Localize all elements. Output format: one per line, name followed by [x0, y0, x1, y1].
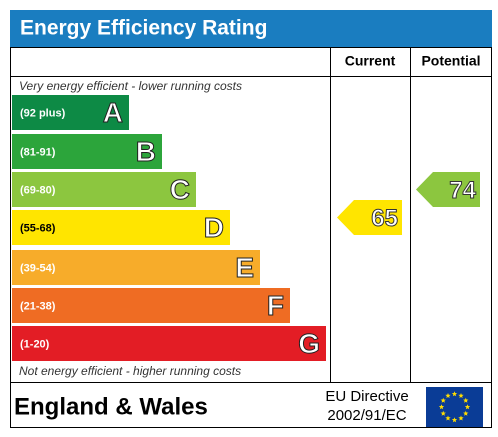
band-range: (92 plus) — [20, 107, 66, 119]
band-letter: F — [267, 290, 284, 321]
eu-star — [458, 415, 464, 421]
column-header: Current — [345, 53, 396, 69]
band-range: (81-91) — [20, 146, 56, 158]
band-letter: D — [204, 212, 224, 243]
band-range: (55-68) — [20, 222, 56, 234]
rating-arrow — [416, 172, 480, 207]
band — [12, 134, 162, 169]
bottom-note: Not energy efficient - higher running co… — [19, 364, 241, 378]
band-letter: A — [103, 97, 123, 128]
region: England & Wales — [14, 393, 208, 420]
band-letter: E — [235, 252, 254, 283]
eu-star — [440, 410, 446, 416]
eu-star — [445, 415, 451, 421]
eu-star — [451, 391, 458, 397]
rating-value: 74 — [449, 177, 476, 204]
top-note: Very energy efficient - lower running co… — [19, 79, 242, 93]
band — [12, 95, 129, 130]
eu-star — [463, 410, 469, 416]
frame — [10, 47, 492, 428]
band-range: (21-38) — [20, 300, 56, 312]
band-letter: C — [170, 174, 190, 205]
title-bar — [10, 10, 492, 47]
band-range: (39-54) — [20, 262, 56, 274]
band-range: (1-20) — [20, 338, 50, 350]
band — [12, 288, 290, 323]
eu-stars — [438, 391, 471, 423]
eu-star — [445, 392, 451, 399]
band — [12, 172, 196, 207]
column-header: Potential — [421, 53, 480, 69]
eu-star — [463, 397, 469, 403]
rating-value: 65 — [371, 205, 398, 232]
band — [12, 326, 326, 361]
band — [12, 250, 260, 285]
rating-arrow — [337, 200, 402, 235]
band-letter: B — [136, 136, 156, 167]
eu-star — [458, 392, 464, 399]
eu-star — [440, 397, 446, 403]
eu-star — [438, 404, 445, 410]
eu-star — [451, 417, 458, 423]
directive: 2002/91/EC — [327, 407, 406, 424]
title: Energy Efficiency Rating — [20, 17, 267, 40]
directive: EU Directive — [325, 388, 408, 405]
band-letter: G — [298, 328, 320, 359]
band-range: (69-80) — [20, 184, 56, 196]
eu-star — [464, 404, 471, 410]
band — [12, 210, 230, 245]
